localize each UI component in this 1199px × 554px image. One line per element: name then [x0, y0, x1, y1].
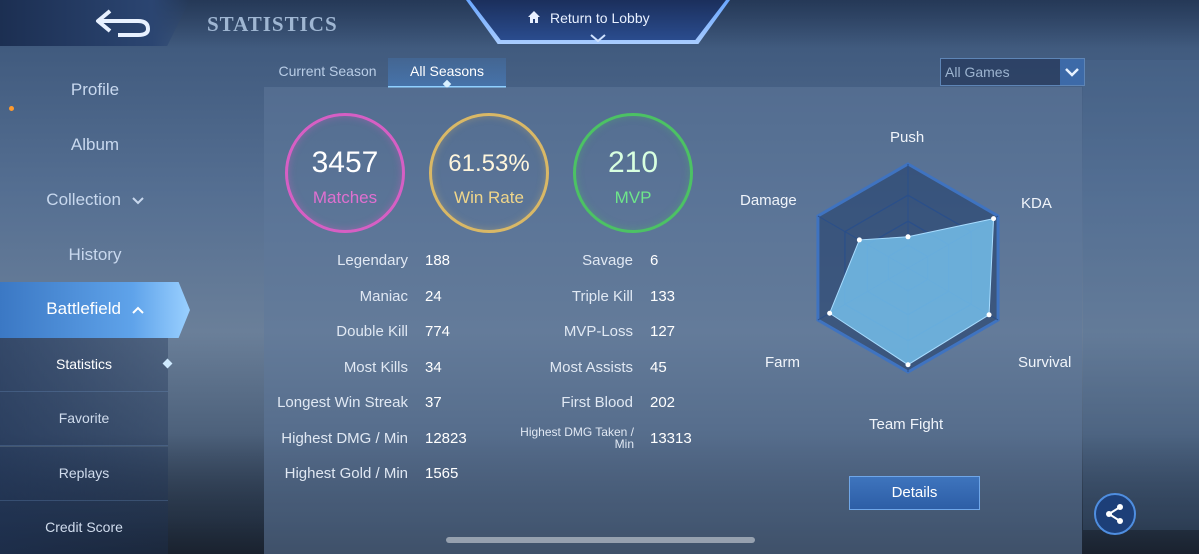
chevron-up-icon: [131, 306, 144, 314]
home-icon: [528, 11, 540, 23]
stat-label: Maniac: [359, 288, 408, 305]
select-arrow: [1060, 59, 1084, 85]
sidebar-battlefield-text[interactable]: Battlefield: [0, 299, 190, 319]
radar-label-teamfight: Team Fight: [869, 416, 944, 433]
stat-label: Most Kills: [343, 359, 408, 376]
stat-value: 1565: [425, 465, 459, 482]
stat-label: MVP-Loss: [563, 323, 633, 340]
radar-point-damage: [856, 237, 862, 243]
chevron-down-icon: [590, 34, 606, 42]
stat-label: Highest DMG / Min: [281, 430, 408, 447]
sidebar-item-label: Collection: [46, 190, 121, 209]
winrate-label: Win Rate: [454, 188, 524, 207]
radar-point-farm: [827, 310, 833, 316]
share-icon: [1106, 504, 1123, 524]
stat-label: Longest Win Streak: [277, 394, 408, 411]
sidebar-subitem-statistics[interactable]: Statistics: [0, 338, 168, 392]
stat-value: 13313: [650, 430, 692, 447]
return-to-lobby-label: Return to Lobby: [550, 10, 650, 26]
stat-value: 45: [650, 359, 667, 376]
stat-label: Savage: [582, 252, 633, 269]
matches-ring: 3457 Matches: [285, 113, 405, 233]
page-title: STATISTICS: [207, 12, 338, 36]
back-arrow-icon: [96, 9, 151, 37]
matches-label: Matches: [312, 188, 378, 207]
right-backdrop: [1083, 60, 1199, 530]
back-button[interactable]: [0, 0, 190, 46]
stat-label: First Blood: [561, 394, 633, 411]
details-button[interactable]: Details: [849, 476, 980, 510]
sidebar-item-profile[interactable]: Profile: [0, 80, 190, 100]
return-to-lobby-button[interactable]: [470, 0, 726, 40]
sidebar-item-album[interactable]: Album: [0, 135, 190, 155]
winrate-value: 61.53%: [448, 150, 530, 177]
chevron-down-icon: [1065, 68, 1079, 77]
sidebar-item-label: Profile: [70, 80, 120, 99]
mvp-ring: 210 MVP: [573, 113, 693, 233]
stat-value: 12823: [425, 430, 467, 447]
matches-value: 3457: [311, 146, 379, 179]
sidebar-item-collection[interactable]: Collection: [0, 190, 190, 210]
sidebar-subitem-replays[interactable]: Replays: [0, 447, 168, 501]
tab-current-season[interactable]: Current Season: [278, 63, 377, 79]
stat-value: 127: [650, 323, 676, 340]
stat-value: 133: [650, 288, 676, 305]
game-filter-select[interactable]: All Games: [940, 58, 1085, 86]
radar-label-push: Push: [890, 129, 925, 146]
radar-point-survival: [986, 312, 992, 318]
stat-label: Highest DMG Taken / Min: [520, 425, 634, 451]
radar-label-survival: Survival: [1018, 354, 1072, 371]
notification-dot: [9, 106, 14, 111]
sidebar-subitem-label: Replays: [58, 465, 110, 481]
stat-label: Legendary: [337, 252, 408, 269]
stat-value: 188: [425, 252, 451, 269]
sidebar-item-battlefield[interactable]: [0, 282, 190, 338]
stat-label: Double Kill: [336, 323, 408, 340]
sidebar-subitem-credit-score[interactable]: Credit Score: [0, 501, 168, 554]
mvp-value: 210: [607, 146, 659, 179]
stat-value: 24: [425, 288, 442, 305]
stat-value: 6: [650, 252, 659, 269]
radar-label-kda: KDA: [1021, 195, 1052, 212]
radar-point-kda: [991, 216, 997, 222]
home-indicator: [446, 537, 755, 543]
performance-radar-chart: [816, 162, 1000, 374]
chevron-down-icon: [131, 197, 144, 205]
sidebar-subitem-favorite[interactable]: Favorite: [0, 392, 168, 446]
sidebar-subitem-label: Favorite: [58, 410, 110, 426]
radar-point-push: [905, 234, 911, 240]
game-filter-value: All Games: [945, 64, 1010, 80]
radar-point-teamfight: [905, 362, 911, 368]
stat-label: Highest Gold / Min: [284, 465, 408, 482]
share-button[interactable]: [1094, 493, 1136, 535]
radar-points: [827, 216, 997, 368]
winrate-ring: 61.53% Win Rate: [429, 113, 549, 233]
sidebar-item-label: Album: [70, 135, 120, 154]
radar-label-damage: Damage: [740, 192, 797, 209]
stat-value: 774: [425, 323, 451, 340]
radar-label-farm: Farm: [765, 354, 800, 371]
stat-label: Triple Kill: [571, 288, 633, 305]
sidebar-item-label: Battlefield: [46, 299, 121, 318]
stat-value: 37: [425, 394, 442, 411]
sidebar-item-history[interactable]: History: [0, 245, 190, 265]
stat-value: 34: [425, 359, 442, 376]
stat-value: 202: [650, 394, 676, 411]
sidebar-subitem-label: Statistics: [55, 356, 112, 372]
sidebar-item-label: History: [68, 245, 122, 264]
mvp-label: MVP: [614, 188, 652, 207]
stat-label: Most Assists: [549, 359, 633, 376]
sidebar-subitem-label: Credit Score: [45, 519, 123, 535]
